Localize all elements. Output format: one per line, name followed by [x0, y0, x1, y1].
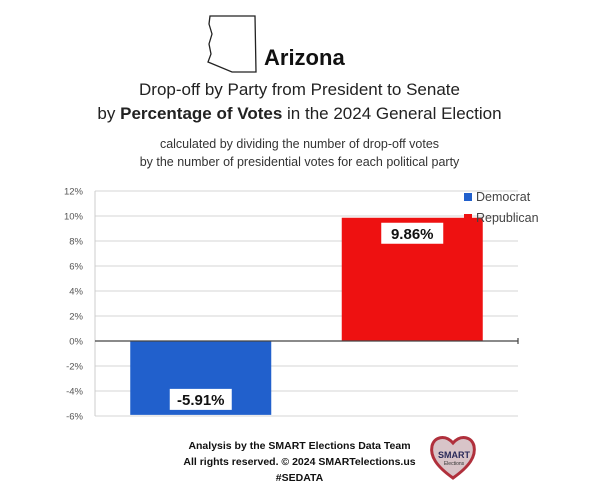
- data-label-box: [381, 222, 444, 244]
- arizona-outline-icon: [207, 15, 257, 73]
- logo-text-smart: SMART: [438, 450, 470, 460]
- logo-text-elections: Elections: [444, 461, 465, 467]
- subtitle-line2: by the number of presidential votes for …: [139, 155, 460, 169]
- footer-copyright: All rights reserved. © 2024 SMARTelectio…: [183, 456, 416, 468]
- y-tick-label: 4%: [69, 287, 83, 298]
- title-prefix: by: [97, 104, 121, 123]
- y-tick-label: -4%: [66, 387, 83, 398]
- data-label-box: [169, 388, 232, 410]
- chart-title-line1: Drop-off by Party from President to Sena…: [139, 80, 460, 99]
- y-tick-label: 12%: [64, 187, 84, 198]
- data-label: 9.86%: [391, 226, 434, 243]
- y-tick-label: 8%: [69, 237, 83, 248]
- state-name: Arizona: [264, 45, 345, 70]
- chart-title-line2: by Percentage of Votes in the 2024 Gener…: [0, 104, 599, 124]
- legend-swatch: [464, 193, 472, 201]
- legend-label: Republican: [476, 211, 539, 225]
- legend-label: Democrat: [476, 190, 531, 204]
- y-tick-label: 0%: [69, 337, 83, 348]
- y-tick-label: 10%: [64, 212, 84, 223]
- subtitle-line1: calculated by dividing the number of dro…: [159, 137, 440, 151]
- smart-elections-logo: SMART Elections: [430, 436, 476, 480]
- data-label: -5.91%: [177, 392, 225, 409]
- title-suffix: in the 2024 General Election: [282, 104, 502, 123]
- footer-hashtag: #SEDATA: [275, 472, 324, 484]
- title-bold: Percentage of Votes: [120, 104, 283, 123]
- y-tick-label: 2%: [69, 312, 83, 323]
- y-tick-label: -2%: [66, 362, 83, 373]
- y-tick-label: -6%: [66, 412, 83, 423]
- y-tick-label: 6%: [69, 262, 83, 273]
- footer-credit: Analysis by the SMART Elections Data Tea…: [188, 440, 411, 452]
- legend-swatch: [464, 214, 472, 222]
